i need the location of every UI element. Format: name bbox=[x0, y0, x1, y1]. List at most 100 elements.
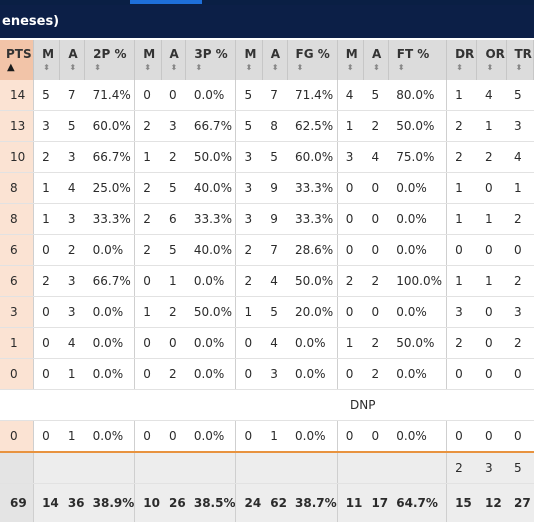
cell-p2: 25.0% bbox=[85, 173, 135, 204]
cell-or: 1 bbox=[477, 111, 506, 142]
cell-dr: 0 bbox=[447, 235, 477, 266]
cell-mft: 11 bbox=[337, 484, 363, 522]
column-header-aft[interactable]: A⬍ bbox=[363, 40, 388, 80]
sort-both-icon[interactable]: ⬍ bbox=[194, 61, 235, 75]
cell-a2: 1 bbox=[60, 359, 85, 390]
cell-pfg: 20.0% bbox=[287, 297, 337, 328]
cell-a3: 5 bbox=[161, 235, 186, 266]
cell-p3: 0.0% bbox=[186, 359, 236, 390]
sort-both-icon[interactable]: ⬍ bbox=[170, 61, 186, 75]
cell-pfg: 60.0% bbox=[287, 142, 337, 173]
cell-m2: 1 bbox=[34, 204, 60, 235]
cell-m2: 0 bbox=[34, 328, 60, 359]
column-header-label: TR bbox=[515, 47, 532, 61]
sort-both-icon[interactable]: ⬍ bbox=[296, 61, 337, 75]
sort-both-icon[interactable]: ⬍ bbox=[143, 61, 160, 75]
cell-m3: 0 bbox=[135, 421, 161, 453]
column-header-label: M bbox=[346, 47, 358, 61]
cell-pfg: 0.0% bbox=[287, 328, 337, 359]
cell-m2: 0 bbox=[34, 297, 60, 328]
cell-m2: 0 bbox=[34, 359, 60, 390]
cell-p3: 50.0% bbox=[186, 297, 236, 328]
cell-mfg: 0 bbox=[236, 328, 262, 359]
cell-pfg: 28.6% bbox=[287, 235, 337, 266]
cell-a3: 6 bbox=[161, 204, 186, 235]
cell-mfg: 1 bbox=[236, 297, 262, 328]
sort-both-icon[interactable]: ⬍ bbox=[515, 61, 534, 75]
cell-afg: 8 bbox=[262, 111, 287, 142]
cell-afg: 7 bbox=[262, 80, 287, 111]
cell-or: 0 bbox=[477, 328, 506, 359]
cell-pft bbox=[388, 452, 446, 484]
cell-a3: 0 bbox=[161, 421, 186, 453]
sort-both-icon[interactable]: ⬍ bbox=[485, 61, 505, 75]
column-header-label: A bbox=[271, 47, 280, 61]
cell-a3: 26 bbox=[161, 484, 186, 522]
cell-tr: 3 bbox=[506, 111, 534, 142]
column-header-m2[interactable]: M⬍ bbox=[34, 40, 60, 80]
sort-both-icon[interactable]: ⬍ bbox=[372, 61, 388, 75]
box-score-table: PTS▲M⬍A⬍2P %⬍M⬍A⬍3P %⬍M⬍A⬍FG %⬍M⬍A⬍FT %⬍… bbox=[0, 40, 534, 522]
sort-ascending-icon[interactable]: ▲ bbox=[6, 61, 33, 75]
cell-mfg: 3 bbox=[236, 142, 262, 173]
column-header-m3[interactable]: M⬍ bbox=[135, 40, 161, 80]
cell-or: 3 bbox=[477, 452, 506, 484]
cell-mfg: 5 bbox=[236, 111, 262, 142]
cell-m2: 3 bbox=[34, 111, 60, 142]
column-header-pft[interactable]: FT %⬍ bbox=[388, 40, 446, 80]
sort-both-icon[interactable]: ⬍ bbox=[93, 61, 134, 75]
column-header-tr[interactable]: TR⬍ bbox=[506, 40, 534, 80]
column-header-a2[interactable]: A⬍ bbox=[60, 40, 85, 80]
column-header-pfg[interactable]: FG %⬍ bbox=[287, 40, 337, 80]
cell-m3: 2 bbox=[135, 204, 161, 235]
cell-aft: 2 bbox=[363, 328, 388, 359]
cell-pft: 0.0% bbox=[388, 204, 446, 235]
column-header-label: PTS bbox=[6, 47, 32, 61]
sort-both-icon[interactable]: ⬍ bbox=[397, 61, 446, 75]
cell-p2: 0.0% bbox=[85, 359, 135, 390]
cell-p3: 0.0% bbox=[186, 80, 236, 111]
cell-aft: 17 bbox=[363, 484, 388, 522]
column-header-mfg[interactable]: M⬍ bbox=[236, 40, 262, 80]
cell-p3: 38.5% bbox=[186, 484, 236, 522]
cell-a2: 3 bbox=[60, 204, 85, 235]
column-header-pts[interactable]: PTS▲ bbox=[0, 40, 34, 80]
cell-p3 bbox=[186, 452, 236, 484]
sort-both-icon[interactable]: ⬍ bbox=[271, 61, 287, 75]
sort-both-icon[interactable]: ⬍ bbox=[244, 61, 261, 75]
cell-dr: 1 bbox=[447, 266, 477, 297]
cell-or: 12 bbox=[477, 484, 506, 522]
sort-both-icon[interactable]: ⬍ bbox=[346, 61, 363, 75]
section-header: eneses) bbox=[0, 5, 534, 38]
cell-p3: 0.0% bbox=[186, 328, 236, 359]
column-header-or[interactable]: OR⬍ bbox=[477, 40, 506, 80]
column-header-label: DR bbox=[455, 47, 474, 61]
sort-both-icon[interactable]: ⬍ bbox=[42, 61, 59, 75]
column-header-p2[interactable]: 2P %⬍ bbox=[85, 40, 135, 80]
column-header-a3[interactable]: A⬍ bbox=[161, 40, 186, 80]
column-header-label: M bbox=[143, 47, 155, 61]
cell-mft: 0 bbox=[337, 204, 363, 235]
cell-a2: 36 bbox=[60, 484, 85, 522]
cell-or: 0 bbox=[477, 297, 506, 328]
sort-both-icon[interactable]: ⬍ bbox=[455, 61, 476, 75]
cell-tr: 0 bbox=[506, 235, 534, 266]
column-header-dr[interactable]: DR⬍ bbox=[447, 40, 477, 80]
cell-p2: 0.0% bbox=[85, 421, 135, 453]
sort-both-icon[interactable]: ⬍ bbox=[68, 61, 84, 75]
cell-m2: 14 bbox=[34, 484, 60, 522]
cell-tr: 0 bbox=[506, 421, 534, 453]
cell-or: 0 bbox=[477, 359, 506, 390]
cell-p2: 38.9% bbox=[85, 484, 135, 522]
column-header-p3[interactable]: 3P %⬍ bbox=[186, 40, 236, 80]
cell-mft: 1 bbox=[337, 328, 363, 359]
cell-mft: 0 bbox=[337, 173, 363, 204]
cell-a2: 4 bbox=[60, 173, 85, 204]
column-header-afg[interactable]: A⬍ bbox=[262, 40, 287, 80]
column-header-mft[interactable]: M⬍ bbox=[337, 40, 363, 80]
cell-pfg: 71.4% bbox=[287, 80, 337, 111]
cell-mft: 4 bbox=[337, 80, 363, 111]
